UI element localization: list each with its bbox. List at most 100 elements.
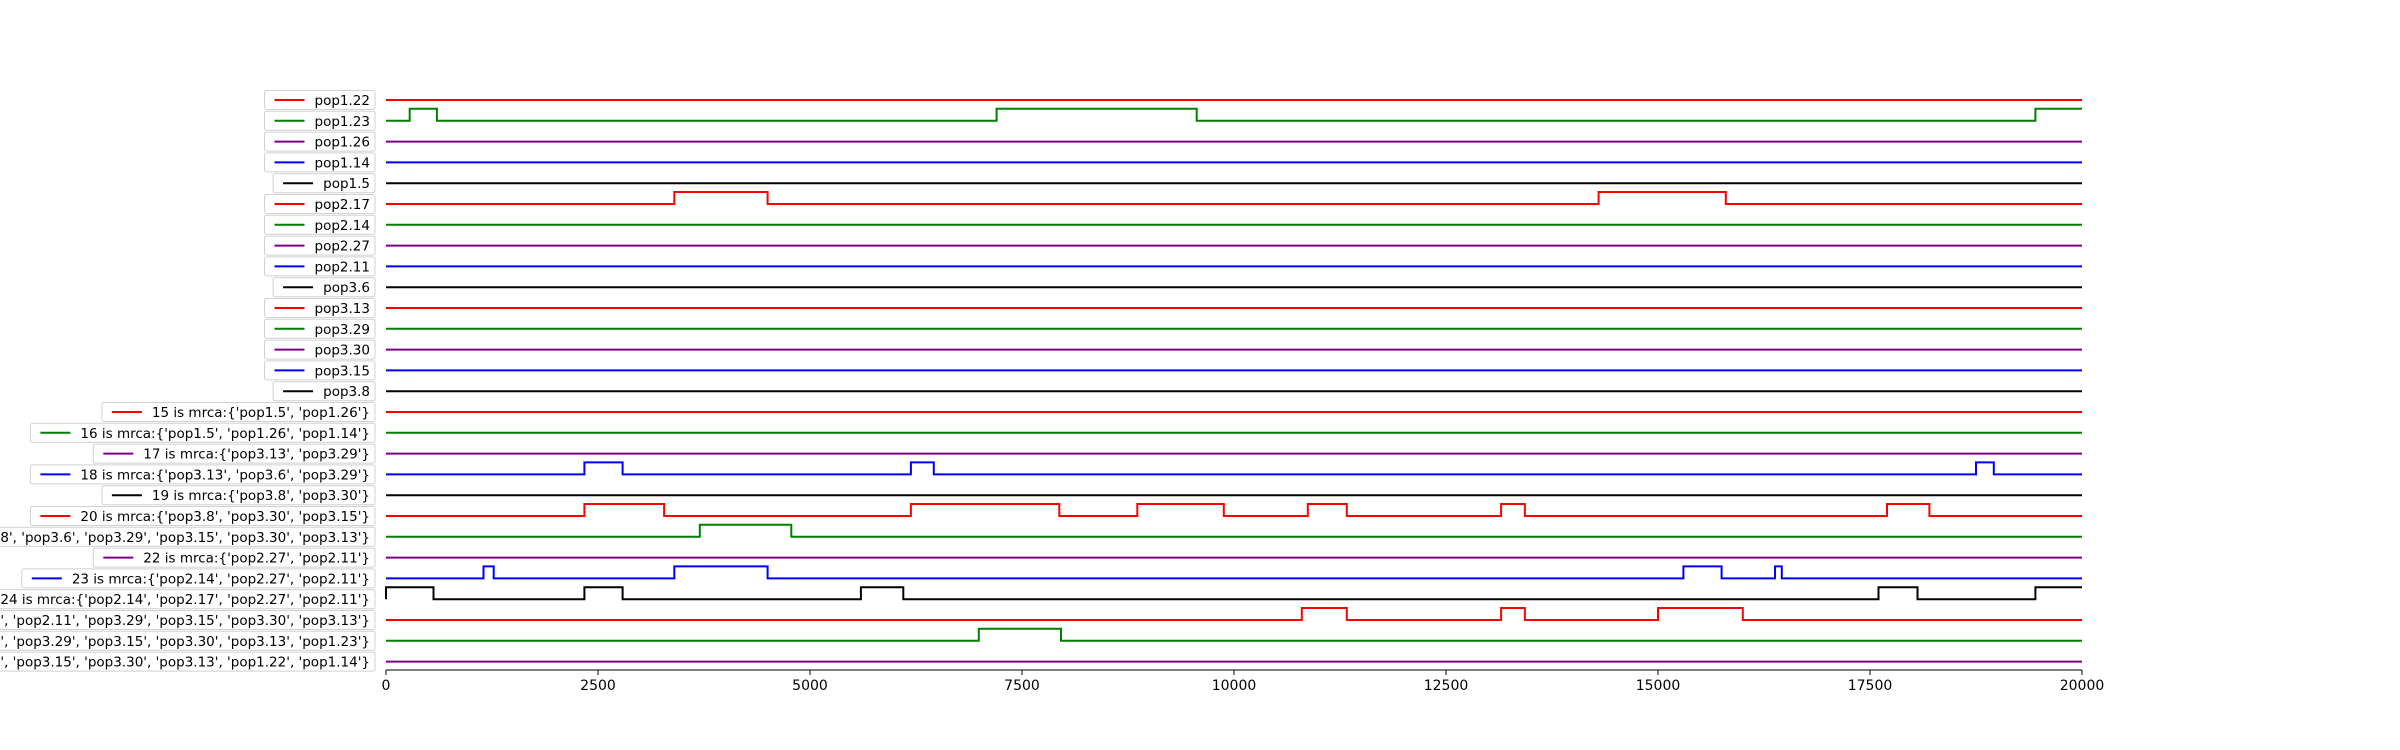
legend-box xyxy=(0,589,376,610)
legend-entry-28: 27 is mrca:{'pop3.8', 'pop3.6', 'pop3.29… xyxy=(0,651,376,672)
series-line-2 xyxy=(386,107,2082,122)
legend-label: pop2.11 xyxy=(315,259,370,275)
legend-label: pop3.29 xyxy=(315,322,370,338)
legend-entry-5: pop1.5 xyxy=(272,173,376,194)
legend-entry-9: pop2.11 xyxy=(264,256,376,277)
legend-entry-25: 24 is mrca:{'pop2.14', 'pop2.17', 'pop2.… xyxy=(0,589,376,610)
legend-entry-11: pop3.13 xyxy=(264,298,376,318)
legend-label: 26 is mrca:{'pop3.8', 'pop3.6', 'pop3.29… xyxy=(0,634,370,650)
x-tick-label: 5000 xyxy=(792,678,828,694)
series-line-22 xyxy=(386,523,2082,538)
tracks xyxy=(385,99,2082,663)
legend-box xyxy=(264,90,376,110)
legend-box xyxy=(264,256,376,277)
legend-label: 21 is mrca:{'pop3.8', 'pop3.6', 'pop3.29… xyxy=(0,530,370,546)
legend-box xyxy=(101,485,376,506)
legend-box xyxy=(264,194,376,214)
legends: pop1.22 pop1.23 pop1.26 pop1.14 pop1.5 pop2.1… xyxy=(0,90,376,672)
legend-entry-6: pop2.17 xyxy=(264,194,376,214)
legend-box xyxy=(264,131,376,152)
legend-box xyxy=(92,547,376,568)
legend-label: pop3.15 xyxy=(315,363,370,379)
legend-box xyxy=(101,402,376,422)
legend-box xyxy=(92,443,376,464)
legend-label: 25 is mrca:{'pop3.8', 'pop3.6', 'pop2.11… xyxy=(0,613,370,629)
legend-entry-16: 15 is mrca:{'pop1.5', 'pop1.26'} xyxy=(101,402,376,422)
legend-entry-8: pop2.27 xyxy=(264,235,376,256)
legend-label: 17 is mrca:{'pop3.13', 'pop3.29'} xyxy=(143,447,370,463)
legend-label: pop3.6 xyxy=(323,280,370,296)
legend-label: pop1.22 xyxy=(315,93,370,109)
legend-box xyxy=(272,173,376,194)
legend-label: pop1.26 xyxy=(315,135,370,151)
legend-box xyxy=(264,110,376,131)
legend-label: 24 is mrca:{'pop2.14', 'pop2.17', 'pop2.… xyxy=(0,592,370,608)
legend-box xyxy=(272,277,376,298)
legend-box xyxy=(264,235,376,256)
legend-entry-2: pop1.23 xyxy=(264,110,376,131)
x-tick-label: 10000 xyxy=(1212,678,1257,694)
legend-label: pop3.30 xyxy=(315,343,370,359)
series-line-19 xyxy=(386,461,2082,476)
legend-entry-19: 18 is mrca:{'pop3.13', 'pop3.6', 'pop3.2… xyxy=(29,464,376,485)
series-line-27 xyxy=(386,627,2082,642)
legend-entry-1: pop1.22 xyxy=(264,90,376,110)
series-line-25 xyxy=(385,586,2082,601)
legend-label: pop2.14 xyxy=(315,218,370,234)
legend-entry-3: pop1.26 xyxy=(264,131,376,152)
x-axis: 0 2500 5000 7500 10000 12500 15000 17500 20000 xyxy=(382,669,2105,694)
legend-entry-26: 25 is mrca:{'pop3.8', 'pop3.6', 'pop2.11… xyxy=(0,610,376,630)
legend-label: pop3.13 xyxy=(315,301,370,317)
series-line-21 xyxy=(386,503,2082,517)
series-line-26 xyxy=(386,607,2082,621)
legend-label: pop2.27 xyxy=(315,239,370,255)
legend-label: 15 is mrca:{'pop1.5', 'pop1.26'} xyxy=(152,405,370,421)
legend-box xyxy=(264,152,376,173)
series-line-6 xyxy=(386,191,2082,205)
x-tick-label: 15000 xyxy=(1636,678,1681,694)
legend-entry-14: pop3.15 xyxy=(264,360,376,381)
legend-box xyxy=(264,360,376,381)
legend-label: 27 is mrca:{'pop3.8', 'pop3.6', 'pop3.29… xyxy=(0,655,370,671)
legend-box xyxy=(264,339,376,360)
legend-entry-13: pop3.30 xyxy=(264,339,376,360)
legend-entry-27: 26 is mrca:{'pop3.8', 'pop3.6', 'pop3.29… xyxy=(0,630,376,651)
legend-entry-21: 20 is mrca:{'pop3.8', 'pop3.30', 'pop3.1… xyxy=(29,506,376,526)
legend-entry-4: pop1.14 xyxy=(264,152,376,173)
legend-entry-22: 21 is mrca:{'pop3.8', 'pop3.6', 'pop3.29… xyxy=(0,526,376,547)
legend-entry-18: 17 is mrca:{'pop3.13', 'pop3.29'} xyxy=(92,443,376,464)
legend-entry-17: 16 is mrca:{'pop1.5', 'pop1.26', 'pop1.1… xyxy=(29,422,376,443)
legend-box xyxy=(29,506,376,526)
legend-entry-15: pop3.8 xyxy=(272,381,376,402)
legend-entry-10: pop3.6 xyxy=(272,277,376,298)
legend-box xyxy=(29,464,376,485)
legend-box xyxy=(0,610,376,630)
legend-box xyxy=(0,651,376,672)
legend-label: pop2.17 xyxy=(315,197,370,213)
legend-label: pop1.14 xyxy=(315,155,370,171)
legend-label: 20 is mrca:{'pop3.8', 'pop3.30', 'pop3.1… xyxy=(80,509,370,525)
legend-entry-20: 19 is mrca:{'pop3.8', 'pop3.30'} xyxy=(101,485,376,506)
legend-label: 19 is mrca:{'pop3.8', 'pop3.30'} xyxy=(152,488,370,504)
legend-label: 18 is mrca:{'pop3.13', 'pop3.6', 'pop3.2… xyxy=(80,467,370,483)
legend-entry-12: pop3.29 xyxy=(264,318,376,339)
legend-entry-23: 22 is mrca:{'pop2.27', 'pop2.11'} xyxy=(92,547,376,568)
legend-label: pop1.23 xyxy=(315,114,370,130)
x-tick-label: 12500 xyxy=(1424,678,1469,694)
legend-label: 22 is mrca:{'pop2.27', 'pop2.11'} xyxy=(143,551,370,567)
x-tick-label: 2500 xyxy=(580,678,616,694)
x-tick-label: 7500 xyxy=(1004,678,1040,694)
legend-box xyxy=(29,422,376,443)
x-tick-label: 20000 xyxy=(2060,678,2105,694)
legend-label: pop3.8 xyxy=(323,384,370,400)
legend-box xyxy=(0,630,376,651)
legend-label: 16 is mrca:{'pop1.5', 'pop1.26', 'pop1.1… xyxy=(80,426,370,442)
legend-entry-24: 23 is mrca:{'pop2.14', 'pop2.27', 'pop2.… xyxy=(21,568,376,589)
legend-box xyxy=(0,526,376,547)
legend-box xyxy=(264,298,376,318)
legend-entry-7: pop2.14 xyxy=(264,214,376,235)
series-line-24 xyxy=(386,565,2082,580)
x-tick-label: 17500 xyxy=(1848,678,1893,694)
legend-label: pop1.5 xyxy=(323,176,370,192)
